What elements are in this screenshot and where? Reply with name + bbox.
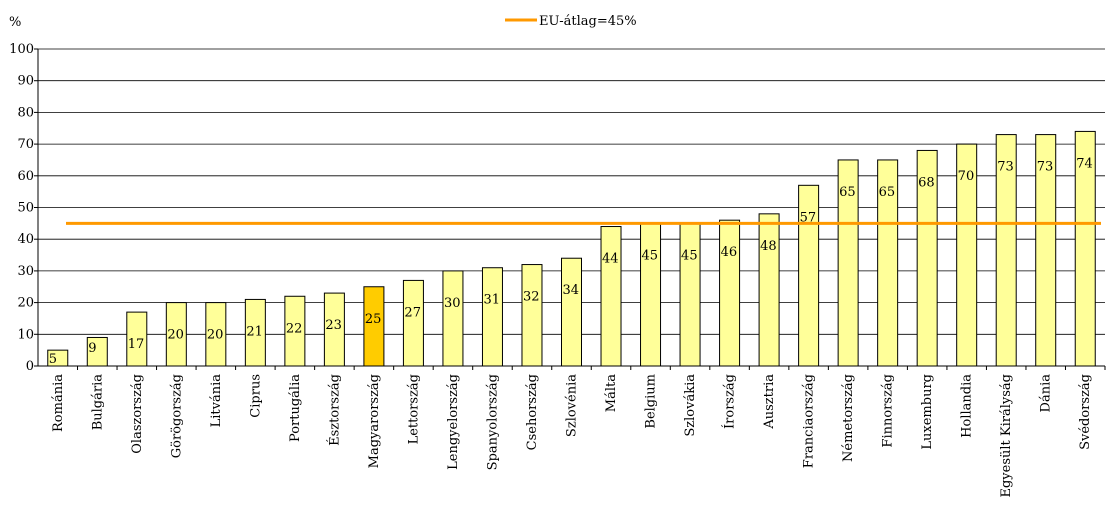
- x-tick-label: Ciprus: [248, 374, 263, 418]
- x-tick-label: Románia: [51, 374, 66, 432]
- x-tick-label: Málta: [604, 374, 619, 412]
- x-tick-label: Lengyelország: [446, 374, 461, 470]
- x-tick-label: Észtország: [326, 374, 342, 446]
- value-label: 5: [49, 352, 57, 367]
- value-label: 73: [997, 160, 1014, 175]
- value-label: 45: [642, 248, 659, 263]
- value-label: 65: [839, 185, 856, 200]
- y-tick-label: 50: [17, 201, 34, 216]
- x-tick-label: Magyarország: [367, 374, 382, 468]
- x-tick-label: Szlovákia: [683, 374, 698, 437]
- value-label: 34: [563, 283, 580, 298]
- value-label: 22: [286, 321, 303, 336]
- value-label: 20: [207, 328, 224, 343]
- bar: [758, 213, 780, 367]
- bars: [47, 130, 1096, 367]
- x-tick-label: Írország: [722, 374, 738, 429]
- value-label: 46: [721, 245, 738, 260]
- x-tick-label: Luxemburg: [920, 374, 935, 450]
- value-label: 25: [365, 312, 382, 327]
- value-label: 48: [760, 239, 777, 254]
- value-label: 21: [246, 324, 263, 339]
- value-label: 65: [879, 185, 896, 200]
- bar: [640, 222, 662, 367]
- bar: [679, 222, 701, 367]
- x-tick-label: Portugália: [288, 374, 303, 442]
- x-tick-label: Hollandia: [960, 374, 975, 438]
- value-label: 20: [167, 328, 184, 343]
- value-label: 57: [800, 210, 817, 225]
- x-tick-label: Szlovénia: [565, 374, 580, 437]
- x-tick-label: Lettország: [406, 374, 421, 444]
- x-tick-label: Csehország: [525, 374, 540, 450]
- bar: [719, 219, 741, 367]
- value-label: 32: [523, 290, 540, 305]
- x-tick-label: Spanyolország: [485, 374, 500, 470]
- y-tick-label: 90: [17, 74, 34, 89]
- x-tick-label: Franciaország: [802, 374, 817, 468]
- y-tick-label: 70: [17, 137, 34, 152]
- y-tick-label: 30: [17, 264, 34, 279]
- x-tick-label: Svédország: [1078, 374, 1093, 450]
- bar: [402, 279, 424, 367]
- x-tick-label: Olaszország: [130, 374, 145, 454]
- value-label: 17: [128, 337, 145, 352]
- y-tick-label: 20: [17, 296, 34, 311]
- x-tick-label: Finnország: [881, 374, 896, 448]
- bar: [561, 257, 582, 367]
- bar: [600, 226, 622, 367]
- y-axis: 0 10 20 30 40 50 60 70 80 90 100: [9, 42, 39, 374]
- x-tick-label: Németország: [841, 374, 856, 462]
- y-tick-label: 100: [9, 42, 34, 57]
- y-unit-label: %: [9, 15, 21, 30]
- value-label: 45: [681, 248, 698, 263]
- y-tick-label: 60: [17, 169, 34, 184]
- value-label: 23: [325, 318, 342, 333]
- value-label: 27: [404, 305, 421, 320]
- value-label: 73: [1037, 160, 1054, 175]
- x-tick-label: Görögország: [169, 374, 184, 458]
- x-tick-label: Litvánia: [209, 374, 224, 428]
- x-tick-label: Belgium: [644, 374, 659, 429]
- x-tick-label: Ausztria: [762, 374, 777, 430]
- x-tick-label: Egyesült Királyság: [999, 374, 1014, 498]
- y-tick-label: 80: [17, 105, 34, 120]
- y-tick-label: 0: [26, 359, 34, 374]
- legend: EU-átlag=45%: [505, 14, 637, 29]
- legend-label: EU-átlag=45%: [539, 14, 637, 29]
- bar: [442, 270, 464, 367]
- value-label: 70: [958, 169, 975, 184]
- value-label: 9: [88, 341, 96, 356]
- value-label: 68: [918, 175, 935, 190]
- bar: [521, 264, 543, 367]
- value-label: 44: [602, 252, 619, 267]
- y-tick-label: 10: [17, 327, 34, 342]
- bar: [481, 267, 503, 367]
- x-tick-label: Bulgária: [90, 374, 105, 431]
- x-tick-label: Dánia: [1039, 374, 1054, 413]
- value-labels: 5 9 17 20 20 21 22 23 25 27 30 31 32 34 44 45 45 46 48 57 65…: [49, 156, 1093, 367]
- value-label: 30: [444, 296, 461, 311]
- value-label: 31: [483, 293, 500, 308]
- y-tick-label: 40: [17, 232, 34, 247]
- x-axis: Románia Bulgária Olaszország Görögország Lit…: [38, 365, 1106, 498]
- value-label: 74: [1076, 156, 1093, 171]
